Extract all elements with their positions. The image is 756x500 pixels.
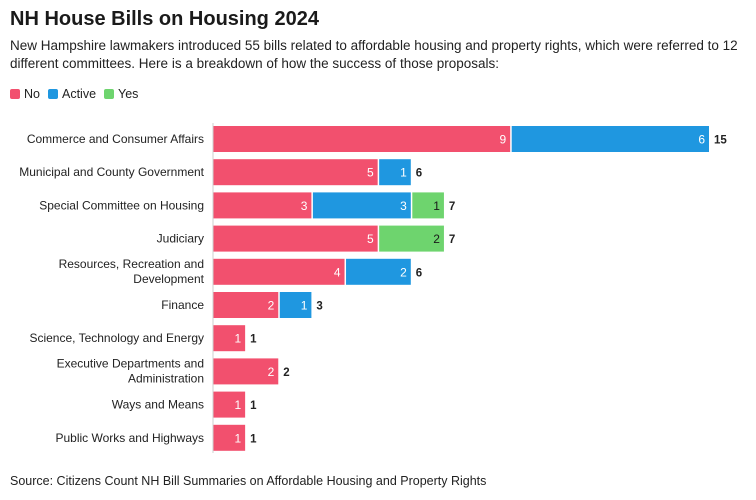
total-label: 3 <box>316 301 322 313</box>
bar-segment-active <box>379 159 411 186</box>
category-label: Commerce and Consumer Affairs <box>27 132 204 146</box>
chart-subtitle: New Hampshire lawmakers introduced 55 bi… <box>10 38 738 71</box>
category-label: Science, Technology and Energy <box>29 331 204 345</box>
bar-segment-active <box>279 292 312 318</box>
total-label: 2 <box>283 367 289 379</box>
data-label-no: 4 <box>334 265 341 279</box>
bar-segment-no <box>213 258 345 285</box>
legend-label-yes: Yes <box>118 87 139 101</box>
data-label-no: 2 <box>268 365 275 379</box>
data-label-no: 2 <box>268 299 275 313</box>
legend-swatch-no <box>10 89 20 99</box>
total-label: 6 <box>416 267 422 279</box>
data-label-no: 5 <box>367 166 374 180</box>
total-label: 7 <box>449 201 455 213</box>
category-label: Municipal and County Government <box>19 165 204 179</box>
total-label: 1 <box>250 334 257 346</box>
bar-segment-active <box>511 126 709 152</box>
category-label: Resources, Recreation and Development <box>59 257 205 286</box>
data-label-no: 1 <box>234 431 241 445</box>
legend-swatch-active <box>47 89 58 99</box>
legend: No Active Yes <box>10 87 146 101</box>
data-label-active: 6 <box>698 133 705 147</box>
data-label-active: 1 <box>400 166 407 180</box>
bar-segment-yes <box>412 192 444 219</box>
bar-segment-yes <box>379 225 444 252</box>
category-label: Public Works and Highways <box>55 431 204 445</box>
category-label: Finance <box>161 298 204 312</box>
data-label-no: 1 <box>234 398 241 412</box>
bar-segment-no <box>213 358 279 385</box>
legend-label-active: Active <box>61 87 97 101</box>
category-label: Executive Departments and Administration <box>57 356 204 385</box>
bar-segment-no <box>213 192 312 219</box>
source-note: Source: Citizens Count NH Bill Summaries… <box>10 474 487 488</box>
legend-swatch-yes <box>104 89 115 99</box>
bar-segment-active <box>346 258 411 285</box>
data-label-no: 9 <box>500 133 507 147</box>
category-label: Special Committee on Housing <box>39 198 204 212</box>
data-label-active: 2 <box>400 265 407 279</box>
data-label-yes: 1 <box>433 199 440 213</box>
total-label: 15 <box>714 135 727 147</box>
bar-segment-no <box>213 225 378 252</box>
category-label: Judiciary <box>157 232 204 246</box>
bar-segment-no <box>213 126 511 152</box>
data-label-no: 3 <box>301 199 308 213</box>
total-label: 6 <box>416 168 422 180</box>
category-label: Ways and Means <box>112 398 204 412</box>
bar-segment-no <box>213 325 246 352</box>
bar-segment-no <box>213 424 246 451</box>
total-label: 1 <box>250 433 257 445</box>
legend-item-no: No <box>10 87 40 101</box>
bar-segment-no <box>213 292 279 318</box>
total-label: 1 <box>250 400 257 412</box>
data-label-active: 1 <box>301 299 308 313</box>
bar-segment-no <box>213 159 378 186</box>
data-label-yes: 2 <box>433 232 440 246</box>
bar-segment-active <box>312 192 411 219</box>
legend-item-active: Active <box>47 87 97 101</box>
chart-title: NH House Bills on Housing 2024 <box>10 8 319 30</box>
data-label-active: 3 <box>400 199 407 213</box>
legend-label-no: No <box>24 87 40 101</box>
bar-segment-no <box>213 391 246 418</box>
total-label: 7 <box>449 234 455 246</box>
data-label-no: 1 <box>234 332 241 346</box>
legend-item-yes: Yes <box>104 87 138 101</box>
data-label-no: 5 <box>367 232 374 246</box>
